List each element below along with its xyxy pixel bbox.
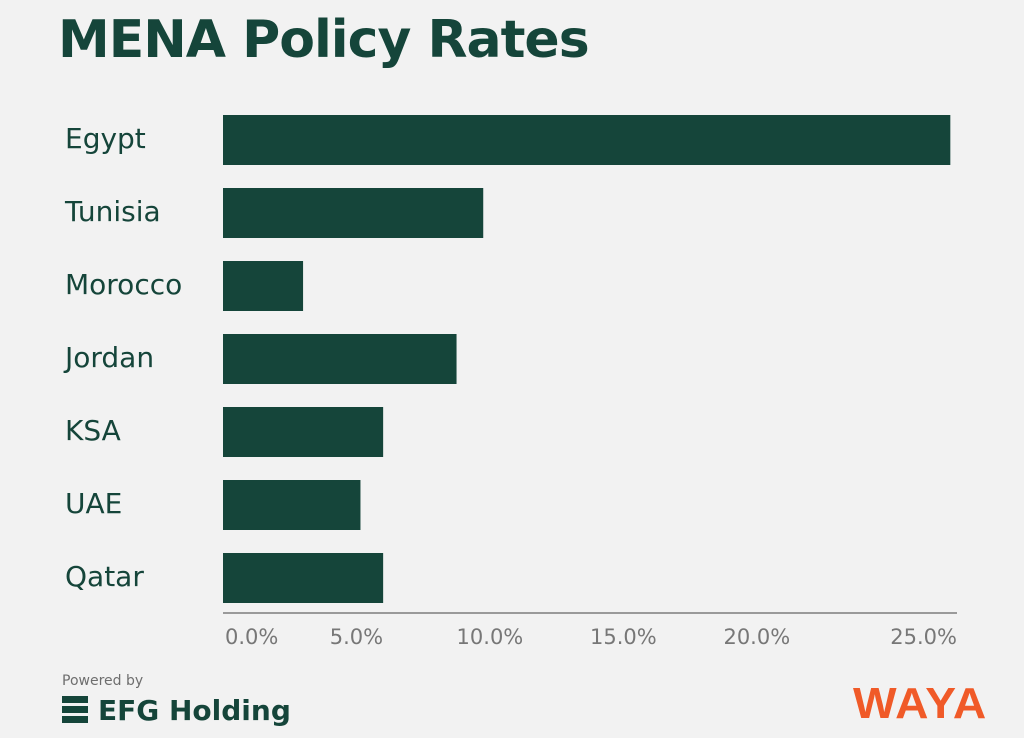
bar-ksa: [223, 407, 384, 457]
category-label-tunisia: Tunisia: [64, 195, 161, 228]
category-label-egypt: Egypt: [65, 122, 146, 155]
bar-tunisia: [223, 188, 484, 238]
efg-holding-logo: EFG Holding: [62, 693, 291, 727]
chart-title: MENA Policy Rates: [58, 10, 590, 70]
x-tick-label: 10.0%: [457, 625, 524, 649]
bar-jordan: [223, 334, 457, 384]
category-label-morocco: Morocco: [65, 268, 182, 301]
bar-egypt: [223, 115, 951, 165]
powered-by-label: Powered by: [62, 673, 144, 689]
bar-chart: Egypt Tunisia Morocco Jordan KSA UAE Qatar 0.0…: [63, 115, 957, 649]
category-label-jordan: Jordan: [63, 341, 154, 374]
bar-morocco: [223, 261, 304, 311]
category-label-qatar: Qatar: [65, 560, 144, 593]
waya-logo: WAYA: [853, 679, 988, 728]
x-tick-label: 5.0%: [330, 625, 383, 649]
efg-mark-icon: [62, 696, 88, 724]
x-tick-label: 0.0%: [225, 625, 278, 649]
bar-uae: [223, 480, 361, 530]
category-label-uae: UAE: [65, 487, 122, 520]
x-tick-label: 15.0%: [590, 625, 657, 649]
x-tick-label: 20.0%: [723, 625, 790, 649]
x-tick-label: 25.0%: [890, 625, 957, 649]
bar-qatar: [223, 553, 384, 603]
category-label-ksa: KSA: [65, 414, 121, 447]
efg-holding-name: EFG Holding: [98, 693, 291, 727]
